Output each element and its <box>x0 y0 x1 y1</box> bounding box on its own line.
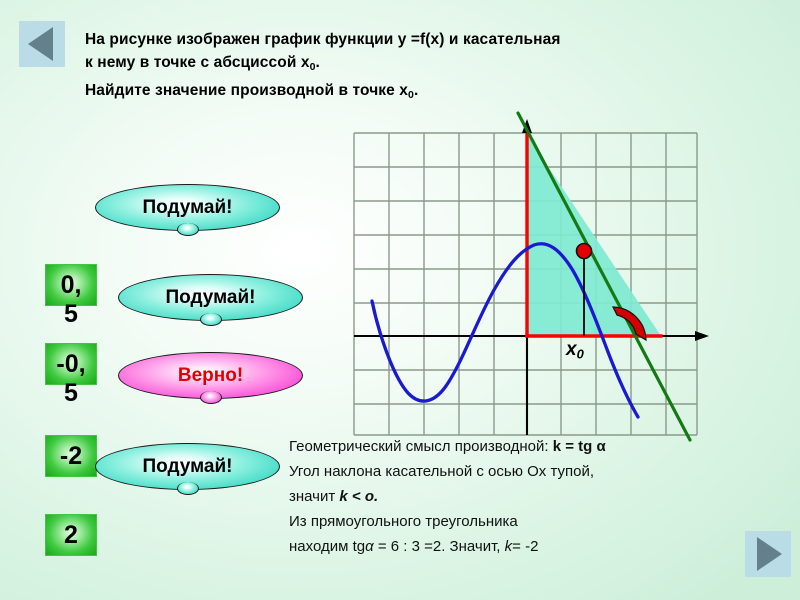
reference-triangle-fill <box>527 135 661 336</box>
question-line-2-tail: . <box>315 54 320 71</box>
bubble-tail-icon <box>199 391 222 404</box>
answer-option-minus-0-5-label: -0, <box>56 349 86 378</box>
explanation-line-5-k: k <box>504 538 513 555</box>
bubble-tail-icon <box>199 313 222 326</box>
answer-option-0-5-label: 0, <box>60 270 82 299</box>
question-line-2-sub: 0 <box>309 60 316 73</box>
answer-option-2[interactable]: 2 <box>45 514 97 556</box>
next-slide-button[interactable] <box>745 531 791 577</box>
question-line-3-text: Найдите значение производной в точке x <box>85 81 408 99</box>
question-line-1: На рисунке изображен график функции y =f… <box>85 28 735 51</box>
explanation-line-5-tail: = -2 <box>512 538 539 555</box>
question-line-1-text: На рисунке изображен график функции y =f… <box>85 31 561 48</box>
explanation-line-4-text: Из прямоугольного треугольника <box>289 513 518 530</box>
explanation-line-5-alpha: α <box>365 538 374 555</box>
explanation-line-5-text: находим tg <box>289 538 366 555</box>
answer-option-minus-0-5-overflow: 5 <box>45 379 97 408</box>
explanation-line-3-text: значит <box>289 488 340 505</box>
explanation-line-3-formula: k < o. <box>339 488 379 505</box>
answer-option-minus-2-label: -2 <box>59 441 83 470</box>
question-line-3-tail: . <box>413 81 419 99</box>
answer-option-minus-2[interactable]: -2 <box>45 435 97 477</box>
feedback-bubble-correct[interactable]: Верно! <box>118 352 303 404</box>
answer-option-2-label: 2 <box>64 520 78 549</box>
feedback-bubble-correct-label: Верно! <box>177 364 244 386</box>
answer-option-0-5[interactable]: 0, <box>45 264 97 306</box>
explanation-line-3: значит k < o. <box>289 484 719 509</box>
explanation-line-1-text: Геометрический смысл производной: <box>289 438 553 455</box>
feedback-bubble-think-2[interactable]: Подумай! <box>118 274 303 326</box>
answer-option-minus-0-5-overflow-label: 5 <box>64 379 78 407</box>
graph-axes <box>354 124 703 435</box>
triangle-right-icon <box>757 537 782 571</box>
explanation-line-5: находим tgα = 6 : 3 =2. Значит, k= -2 <box>289 534 719 559</box>
question-line-3-sub: 0 <box>408 88 414 101</box>
x0-axis-label-text: x <box>566 339 577 360</box>
angle-alpha-arc <box>612 306 647 342</box>
feedback-bubble-think-1[interactable]: Подумай! <box>95 184 280 236</box>
question-line-2: к нему в точке с абсциссой x0. <box>85 51 735 79</box>
feedback-bubble-think-1-label: Подумай! <box>142 196 233 218</box>
answer-option-0-5-overflow: 5 <box>45 300 97 329</box>
triangle-left-icon <box>28 27 53 61</box>
question-line-2-text: к нему в точке с абсциссой x <box>85 54 310 71</box>
x0-axis-label: x0 <box>566 339 584 362</box>
tangency-point <box>575 242 593 260</box>
explanation-line-2-text: Угол наклона касательной с осью Ox тупой… <box>289 463 595 480</box>
explanation-line-4: Из прямоугольного треугольника <box>289 509 719 534</box>
explanation-line-2: Угол наклона касательной с осью Ox тупой… <box>289 459 719 484</box>
y-axis-arrow-icon <box>522 119 532 133</box>
feedback-bubble-think-3[interactable]: Подумай! <box>95 443 280 495</box>
x0-axis-label-sub: 0 <box>576 346 584 362</box>
x-axis-arrow-icon <box>695 331 709 341</box>
feedback-bubble-think-3-label: Подумай! <box>142 455 233 477</box>
answer-option-minus-0-5[interactable]: -0, <box>45 343 97 385</box>
explanation-line-1-formula: k = tg α <box>552 438 606 455</box>
triangle-legs <box>525 133 663 338</box>
explanation-text: Геометрический смысл производной: k = tg… <box>289 434 719 559</box>
graph-gridlines <box>353 132 698 436</box>
function-curve <box>370 242 640 419</box>
previous-slide-button[interactable] <box>19 21 65 67</box>
explanation-line-1: Геометрический смысл производной: k = tg… <box>289 434 719 459</box>
question-text: На рисунке изображен график функции y =f… <box>85 28 735 107</box>
question-line-3: Найдите значение производной в точке x0. <box>85 79 735 107</box>
bubble-tail-icon <box>176 482 199 495</box>
tangent-line <box>516 111 692 442</box>
explanation-line-5-mid: = 6 : 3 =2. Значит, <box>373 538 505 555</box>
answer-option-0-5-overflow-label: 5 <box>64 300 78 328</box>
feedback-bubble-think-2-label: Подумай! <box>165 286 256 308</box>
bubble-tail-icon <box>176 223 199 236</box>
